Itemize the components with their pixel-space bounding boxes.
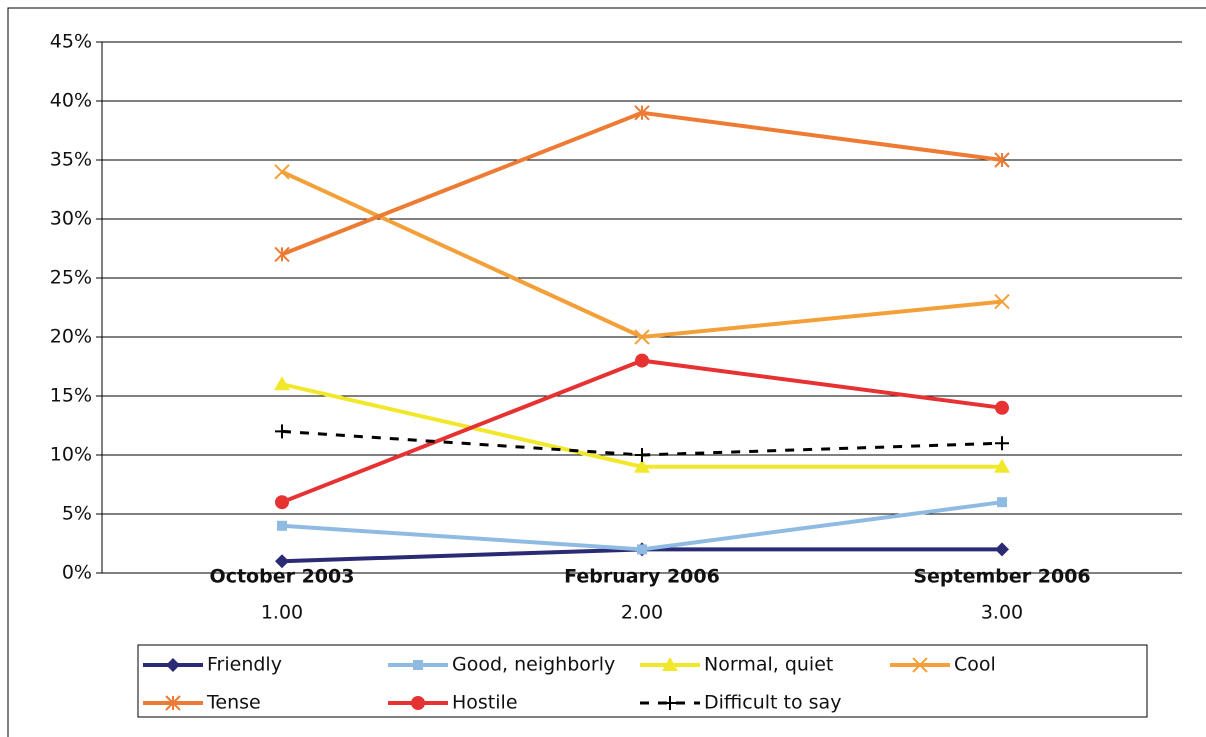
legend-box bbox=[137, 644, 1148, 718]
marker bbox=[635, 448, 649, 462]
category-label: February 2006 bbox=[564, 566, 720, 588]
y-tick-label: 35% bbox=[50, 149, 92, 171]
y-tick-label: 0% bbox=[62, 562, 92, 584]
marker bbox=[637, 544, 647, 555]
series-line bbox=[281, 110, 1003, 257]
series-line bbox=[281, 500, 1003, 552]
x-tick-label: 2.00 bbox=[621, 602, 663, 624]
y-tick-label: 45% bbox=[50, 31, 92, 53]
y-tick-label: 40% bbox=[50, 90, 92, 112]
y-tick-label: 30% bbox=[50, 208, 92, 230]
marker bbox=[166, 658, 180, 672]
marker bbox=[411, 696, 425, 710]
y-tick-label: 15% bbox=[50, 385, 92, 407]
legend-label: Normal, quiet bbox=[704, 654, 833, 676]
marker bbox=[995, 400, 1009, 415]
marker bbox=[663, 696, 677, 710]
legend-label: Tense bbox=[206, 692, 261, 714]
y-tick-label: 5% bbox=[62, 503, 92, 525]
marker bbox=[994, 152, 1010, 168]
marker bbox=[634, 105, 650, 121]
y-tick-label: 25% bbox=[50, 267, 92, 289]
y-tick-label: 10% bbox=[50, 444, 92, 466]
legend-label: Good, neighborly bbox=[452, 654, 615, 676]
legend-label: Cool bbox=[954, 654, 996, 676]
x-tick-label: 3.00 bbox=[981, 602, 1023, 624]
y-tick-label: 20% bbox=[50, 326, 92, 348]
marker bbox=[634, 458, 650, 473]
marker bbox=[995, 542, 1009, 557]
marker bbox=[662, 657, 678, 671]
legend-label: Hostile bbox=[452, 692, 518, 714]
frame bbox=[7, 7, 1206, 737]
marker bbox=[275, 495, 289, 510]
marker bbox=[275, 424, 289, 439]
marker bbox=[912, 657, 928, 673]
marker bbox=[274, 164, 290, 180]
series-line bbox=[281, 358, 1003, 505]
category-label: October 2003 bbox=[210, 566, 355, 588]
marker bbox=[995, 436, 1009, 451]
marker bbox=[994, 458, 1010, 473]
x-tick-label: 1.00 bbox=[261, 602, 303, 624]
marker bbox=[994, 293, 1010, 310]
marker bbox=[275, 554, 289, 569]
marker bbox=[997, 497, 1007, 508]
marker bbox=[274, 376, 290, 391]
category-label: September 2006 bbox=[913, 566, 1090, 588]
marker bbox=[413, 660, 423, 670]
series-line bbox=[281, 169, 1003, 340]
legend-label: Friendly bbox=[207, 654, 282, 676]
marker bbox=[277, 520, 287, 531]
marker bbox=[635, 353, 649, 368]
legend-label: Difficult to say bbox=[704, 692, 841, 714]
marker bbox=[274, 246, 290, 263]
marker bbox=[634, 329, 650, 345]
marker bbox=[165, 695, 181, 711]
